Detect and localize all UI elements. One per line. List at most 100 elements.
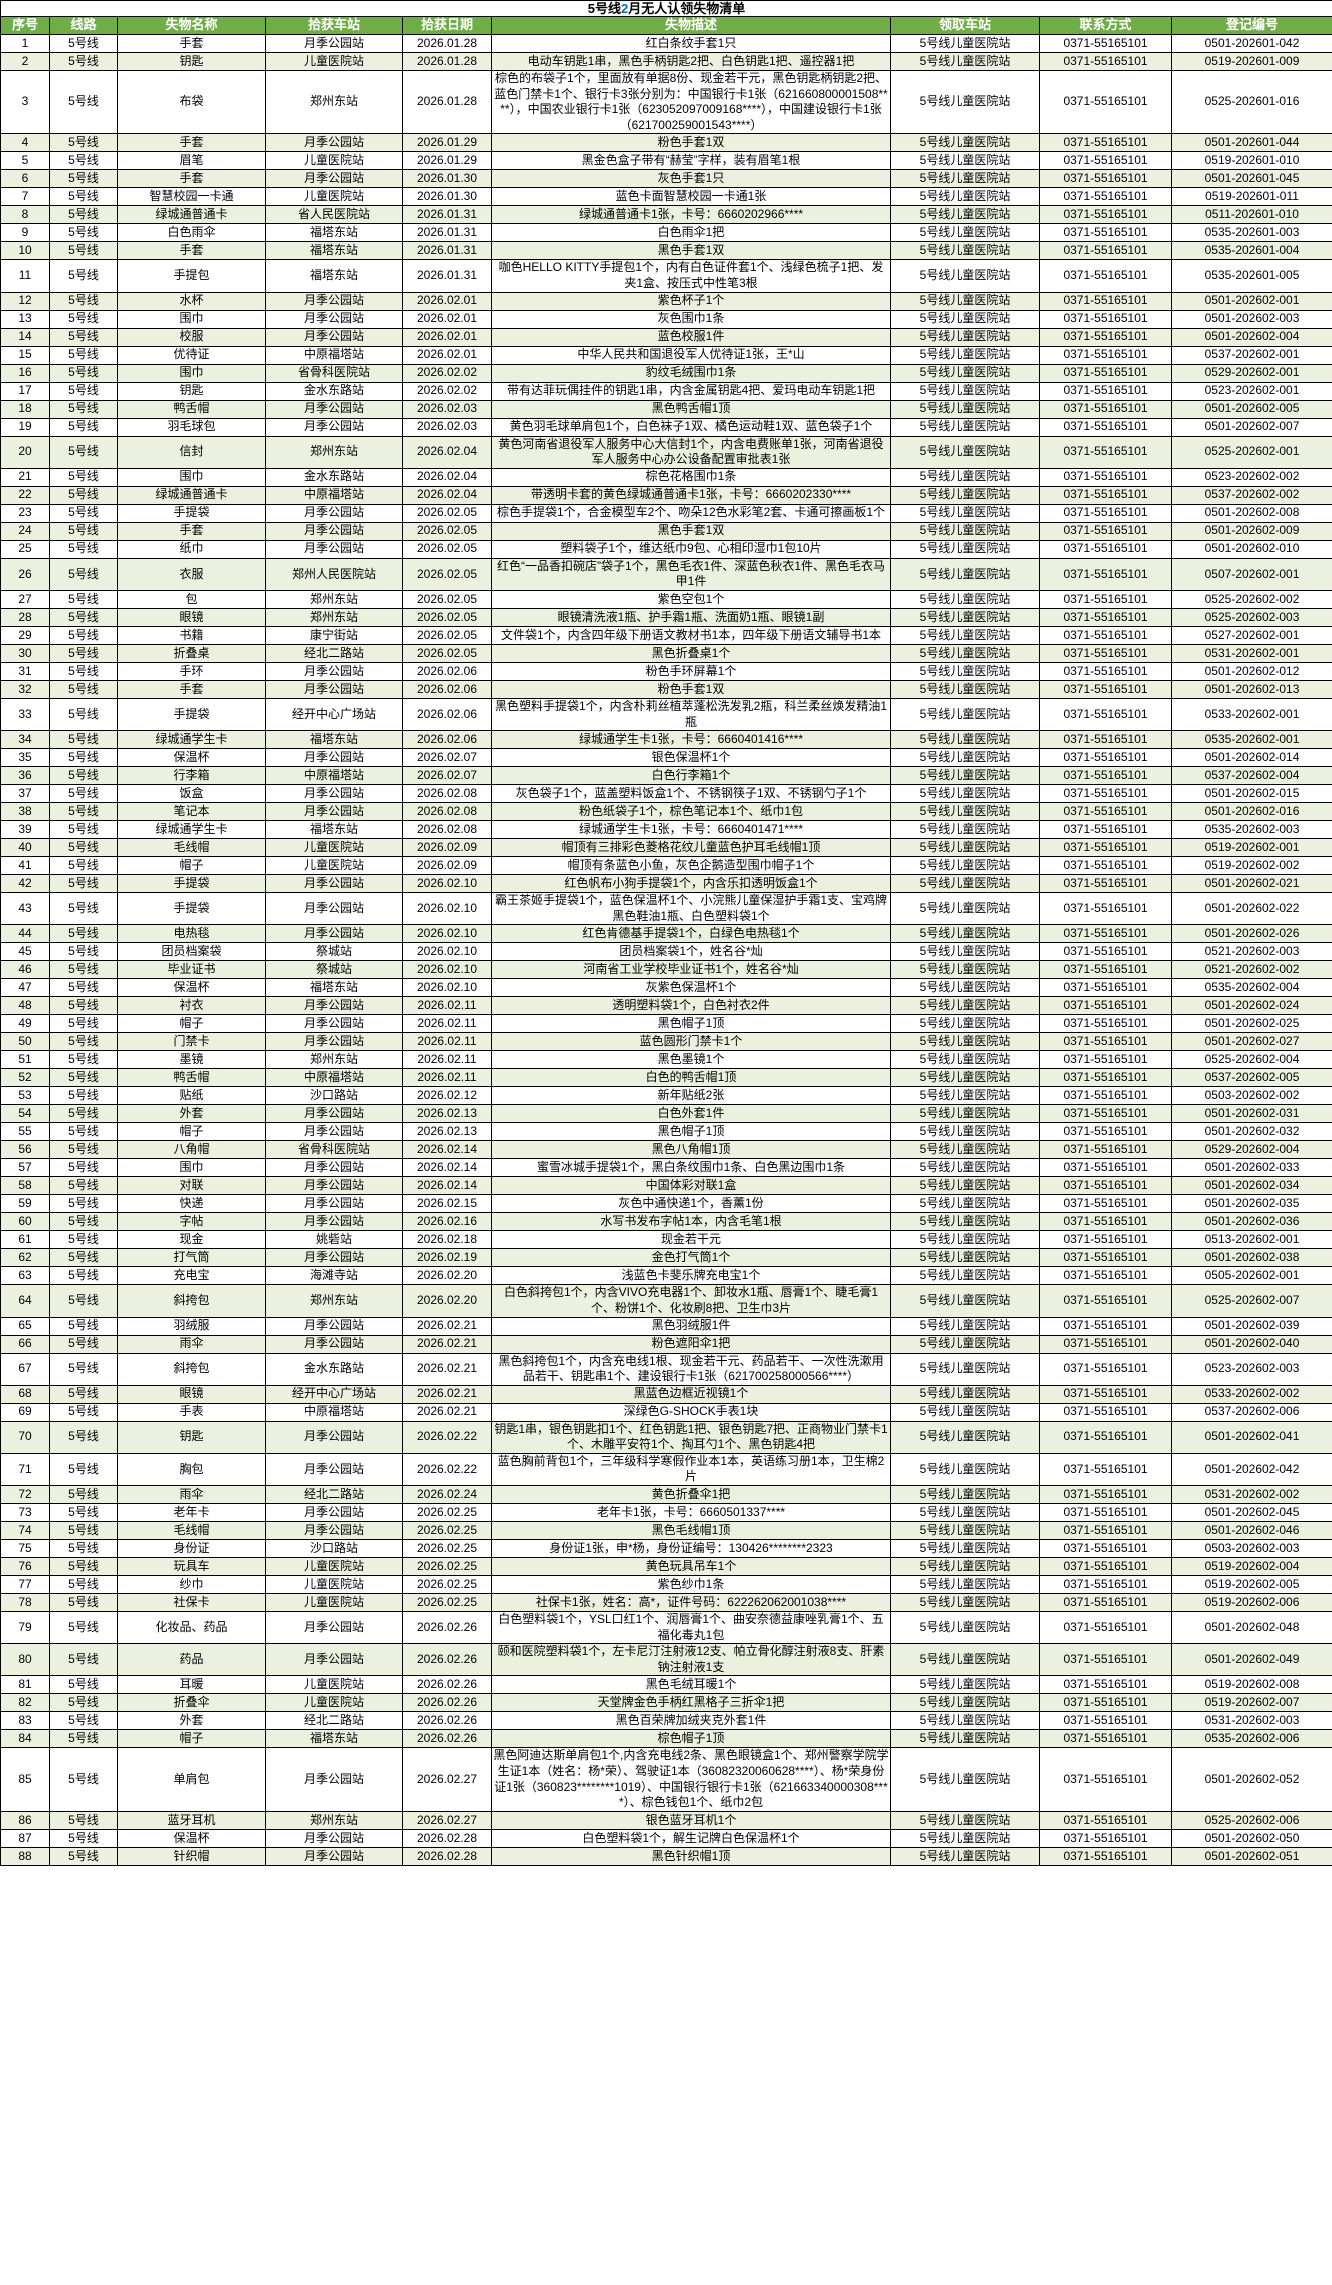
cell-description: 黑色折叠桌1个 <box>491 643 891 663</box>
cell-item: 折叠桌 <box>117 643 266 663</box>
cell-description: 灰色袋子1个，蓝盖塑料饭盒1个、不锈钢筷子1双、不锈钢勺子1个 <box>491 784 891 804</box>
cell-found-date: 2026.02.10 <box>402 874 492 894</box>
cell-line: 5号线 <box>49 52 118 71</box>
cell-pickup-station: 5号线儿童医院站 <box>890 557 1040 591</box>
cell-pickup-station: 5号线儿童医院站 <box>890 1212 1040 1232</box>
cell-description: 粉色遮阳伞1把 <box>491 1334 891 1354</box>
cell-line: 5号线 <box>49 1050 118 1070</box>
cell-no: 5 <box>0 151 50 171</box>
cell-found-station: 月季公园站 <box>265 1014 403 1034</box>
cell-no: 53 <box>0 1086 50 1106</box>
cell-line: 5号线 <box>49 1334 118 1354</box>
cell-line: 5号线 <box>49 1693 118 1713</box>
cell-description: 绿城通学生卡1张，卡号：6660401471**** <box>491 820 891 840</box>
cell-reg-no: 0501-202602-013 <box>1170 679 1332 699</box>
cell-found-station: 月季公园站 <box>265 748 403 768</box>
cell-contact: 0371-55165101 <box>1039 942 1172 962</box>
cell-item: 钥匙 <box>117 1420 266 1454</box>
cell-pickup-station: 5号线儿童医院站 <box>890 539 1040 559</box>
cell-line: 5号线 <box>49 1352 118 1386</box>
cell-item: 眼镜 <box>117 607 266 627</box>
table-row: 11 5号线 手提包 福塔东站 2026.01.31 咖色HELLO KITTY手提包1个… <box>0 259 1332 293</box>
column-header-contact: 联系方式 <box>1039 16 1172 35</box>
table-row: 30 5号线 折叠桌 经北二路站 2026.02.05 黑色折叠桌1个 5号线儿童医院站 03… <box>0 643 1332 663</box>
cell-no: 70 <box>0 1420 50 1454</box>
cell-contact: 0371-55165101 <box>1039 1575 1172 1595</box>
cell-pickup-station: 5号线儿童医院站 <box>890 1557 1040 1577</box>
cell-found-station: 金水东路站 <box>265 381 403 401</box>
cell-contact: 0371-55165101 <box>1039 661 1172 681</box>
cell-contact: 0371-55165101 <box>1039 259 1172 293</box>
table-row: 62 5号线 打气筒 月季公园站 2026.02.19 金色打气筒1个 5号线儿童医院站 03… <box>0 1248 1332 1268</box>
table-row: 80 5号线 药品 月季公园站 2026.02.26 颐和医院塑料袋1个，左卡尼汀注射液1… <box>0 1643 1332 1677</box>
page-title: 5号线2月无人认领失物清单 <box>0 0 1332 17</box>
cell-found-date: 2026.01.30 <box>402 187 492 207</box>
cell-item: 手套 <box>117 133 266 153</box>
cell-description: 黑蓝色边框近视镜1个 <box>491 1384 891 1404</box>
cell-found-date: 2026.02.25 <box>402 1557 492 1577</box>
table-row: 41 5号线 帽子 儿童医院站 2026.02.09 帽顶有条蓝色小鱼，灰色企鹅造型围巾帽… <box>0 856 1332 876</box>
cell-found-station: 月季公园站 <box>265 1212 403 1232</box>
cell-found-station: 儿童医院站 <box>265 838 403 858</box>
cell-item: 布袋 <box>117 69 266 135</box>
cell-found-date: 2026.02.06 <box>402 661 492 681</box>
cell-contact: 0371-55165101 <box>1039 557 1172 591</box>
cell-no: 78 <box>0 1593 50 1613</box>
title-month-accent: 2 <box>621 1 629 16</box>
cell-no: 44 <box>0 924 50 944</box>
cell-pickup-station: 5号线儿童医院站 <box>890 363 1040 383</box>
cell-pickup-station: 5号线儿童医院站 <box>890 291 1040 311</box>
cell-line: 5号线 <box>49 1557 118 1577</box>
cell-description: 浅蓝色卡斐乐牌充电宝1个 <box>491 1266 891 1286</box>
cell-description: 颐和医院塑料袋1个，左卡尼汀注射液12支、帕立骨化醇注射液8支、肝素钠注射液1支 <box>491 1643 891 1677</box>
cell-no: 17 <box>0 381 50 401</box>
cell-contact: 0371-55165101 <box>1039 1266 1172 1286</box>
table-row: 12 5号线 水杯 月季公园站 2026.02.01 紫色杯子1个 5号线儿童医院站 0371… <box>0 291 1332 311</box>
cell-item: 电热毯 <box>117 924 266 944</box>
cell-contact: 0371-55165101 <box>1039 730 1172 750</box>
cell-found-date: 2026.02.26 <box>402 1611 492 1645</box>
cell-description: 黑色羽绒服1件 <box>491 1316 891 1336</box>
table-row: 33 5号线 手提袋 经开中心广场站 2026.02.06 黑色塑料手提袋1个，内含朴莉丝… <box>0 697 1332 732</box>
cell-no: 55 <box>0 1122 50 1142</box>
cell-contact: 0371-55165101 <box>1039 1212 1172 1232</box>
cell-no: 71 <box>0 1452 50 1487</box>
cell-found-date: 2026.02.25 <box>402 1575 492 1595</box>
cell-line: 5号线 <box>49 1503 118 1523</box>
cell-contact: 0371-55165101 <box>1039 996 1172 1016</box>
cell-found-date: 2026.02.08 <box>402 784 492 804</box>
cell-found-station: 月季公园站 <box>265 1420 403 1454</box>
cell-no: 32 <box>0 679 50 699</box>
cell-found-date: 2026.02.25 <box>402 1593 492 1613</box>
table-row: 7 5号线 智慧校园一卡通 儿童医院站 2026.01.30 蓝色卡面智慧校园一卡通1张 5… <box>0 187 1332 207</box>
cell-found-station: 沙口路站 <box>265 1086 403 1106</box>
cell-found-station: 省骨科医院站 <box>265 1140 403 1160</box>
cell-reg-no: 0501-202602-048 <box>1170 1611 1332 1645</box>
cell-no: 35 <box>0 748 50 768</box>
cell-item: 包 <box>117 589 266 609</box>
cell-contact: 0371-55165101 <box>1039 1158 1172 1178</box>
cell-contact: 0371-55165101 <box>1039 838 1172 858</box>
cell-contact: 0371-55165101 <box>1039 34 1172 53</box>
table-row: 29 5号线 书籍 康宁街站 2026.02.05 文件袋1个，内含四年级下册语文教材书1… <box>0 625 1332 645</box>
cell-line: 5号线 <box>49 748 118 768</box>
table-row: 50 5号线 门禁卡 月季公园站 2026.02.11 蓝色圆形门禁卡1个 5号线儿童医院站… <box>0 1032 1332 1052</box>
cell-found-station: 月季公园站 <box>265 291 403 311</box>
table-row: 32 5号线 手套 月季公园站 2026.02.06 粉色手套1双 5号线儿童医院站 0371… <box>0 679 1332 699</box>
cell-no: 33 <box>0 697 50 732</box>
cell-reg-no: 0501-202602-003 <box>1170 309 1332 329</box>
cell-found-station: 姚砦站 <box>265 1230 403 1250</box>
cell-description: 电动车钥匙1串，黑色手柄钥匙2把、白色钥匙1把、遥控器1把 <box>491 52 891 71</box>
cell-item: 纱巾 <box>117 1575 266 1595</box>
cell-found-station: 月季公园站 <box>265 1452 403 1487</box>
cell-found-date: 2026.02.15 <box>402 1194 492 1214</box>
cell-contact: 0371-55165101 <box>1039 1014 1172 1034</box>
table-row: 45 5号线 团员档案袋 祭城站 2026.02.10 团员档案袋1个，姓名谷*灿 5号线儿… <box>0 942 1332 962</box>
cell-contact: 0371-55165101 <box>1039 1611 1172 1645</box>
cell-no: 21 <box>0 467 50 487</box>
table-row: 75 5号线 身份证 沙口路站 2026.02.25 身份证1张，申*杨，身份证编号：13… <box>0 1539 1332 1559</box>
cell-no: 15 <box>0 345 50 365</box>
cell-line: 5号线 <box>49 1248 118 1268</box>
cell-contact: 0371-55165101 <box>1039 1846 1172 1866</box>
table-row: 23 5号线 手提袋 月季公园站 2026.02.05 棕色手提袋1个，合金模型车2个、吻… <box>0 503 1332 523</box>
